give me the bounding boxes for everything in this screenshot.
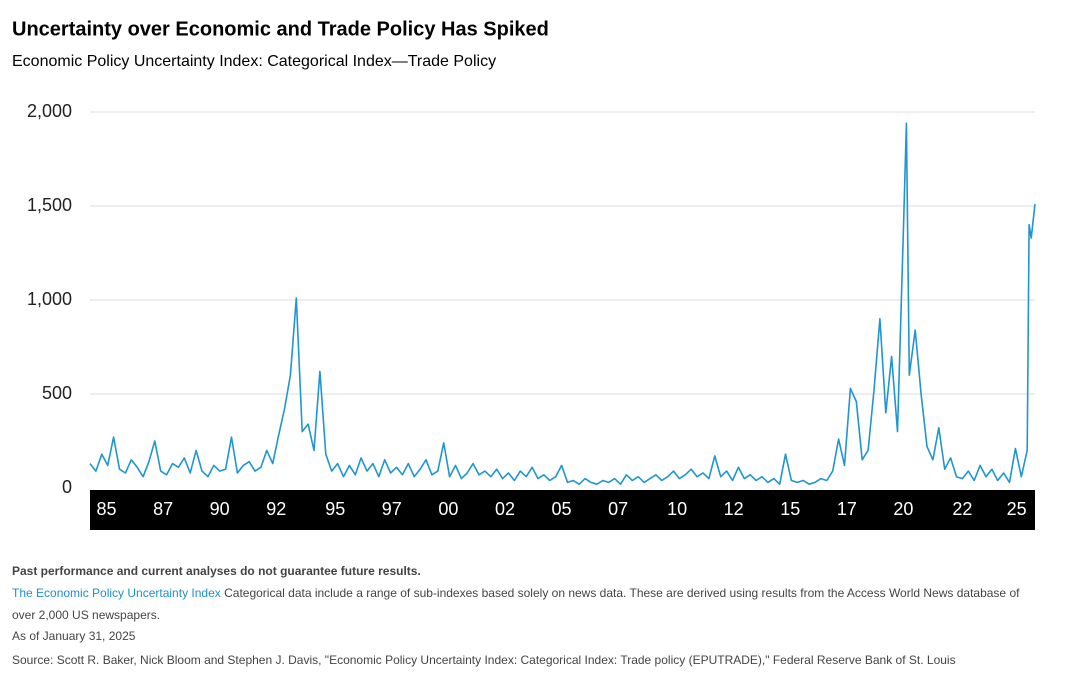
y-tick-label: 500: [42, 383, 72, 403]
note-text: Categorical data include a range of sub-…: [12, 586, 1020, 622]
chart: Uncertainty over Economic and Trade Poli…: [12, 18, 1036, 530]
x-tick-label: 22: [952, 499, 972, 519]
y-tick-label: 1,000: [27, 289, 72, 309]
y-tick-label: 2,000: [27, 101, 72, 121]
x-axis-band: [90, 490, 1035, 530]
x-tick-label: 00: [438, 499, 458, 519]
x-tick-label: 05: [552, 499, 572, 519]
x-tick-label: 95: [325, 499, 345, 519]
note: The Economic Policy Uncertainty Index Ca…: [12, 582, 1032, 626]
source: Source: Scott R. Baker, Nick Bloom and S…: [12, 653, 956, 667]
as-of: As of January 31, 2025: [12, 629, 136, 643]
x-tick-label: 85: [96, 499, 116, 519]
disclaimer: Past performance and current analyses do…: [12, 564, 421, 578]
x-tick-label: 90: [210, 499, 230, 519]
x-tick-label: 12: [724, 499, 744, 519]
x-tick-label: 25: [1007, 499, 1027, 519]
x-tick-label: 92: [266, 499, 286, 519]
y-tick-label: 0: [62, 477, 72, 497]
x-tick-label: 97: [382, 499, 402, 519]
data-line: [89, 122, 1036, 485]
chart-subtitle: Economic Policy Uncertainty Index: Categ…: [12, 53, 496, 70]
x-tick-label: 10: [667, 499, 687, 519]
x-tick-label: 15: [780, 499, 800, 519]
x-tick-label: 87: [153, 499, 173, 519]
link[interactable]: The Economic Policy Uncertainty Index: [12, 586, 221, 600]
x-tick-label: 17: [837, 499, 857, 519]
x-tick-label: 07: [608, 499, 628, 519]
y-tick-label: 1,500: [27, 195, 72, 215]
chart-title: Uncertainty over Economic and Trade Poli…: [12, 18, 549, 40]
x-tick-label: 20: [893, 499, 913, 519]
x-tick-label: 02: [495, 499, 515, 519]
